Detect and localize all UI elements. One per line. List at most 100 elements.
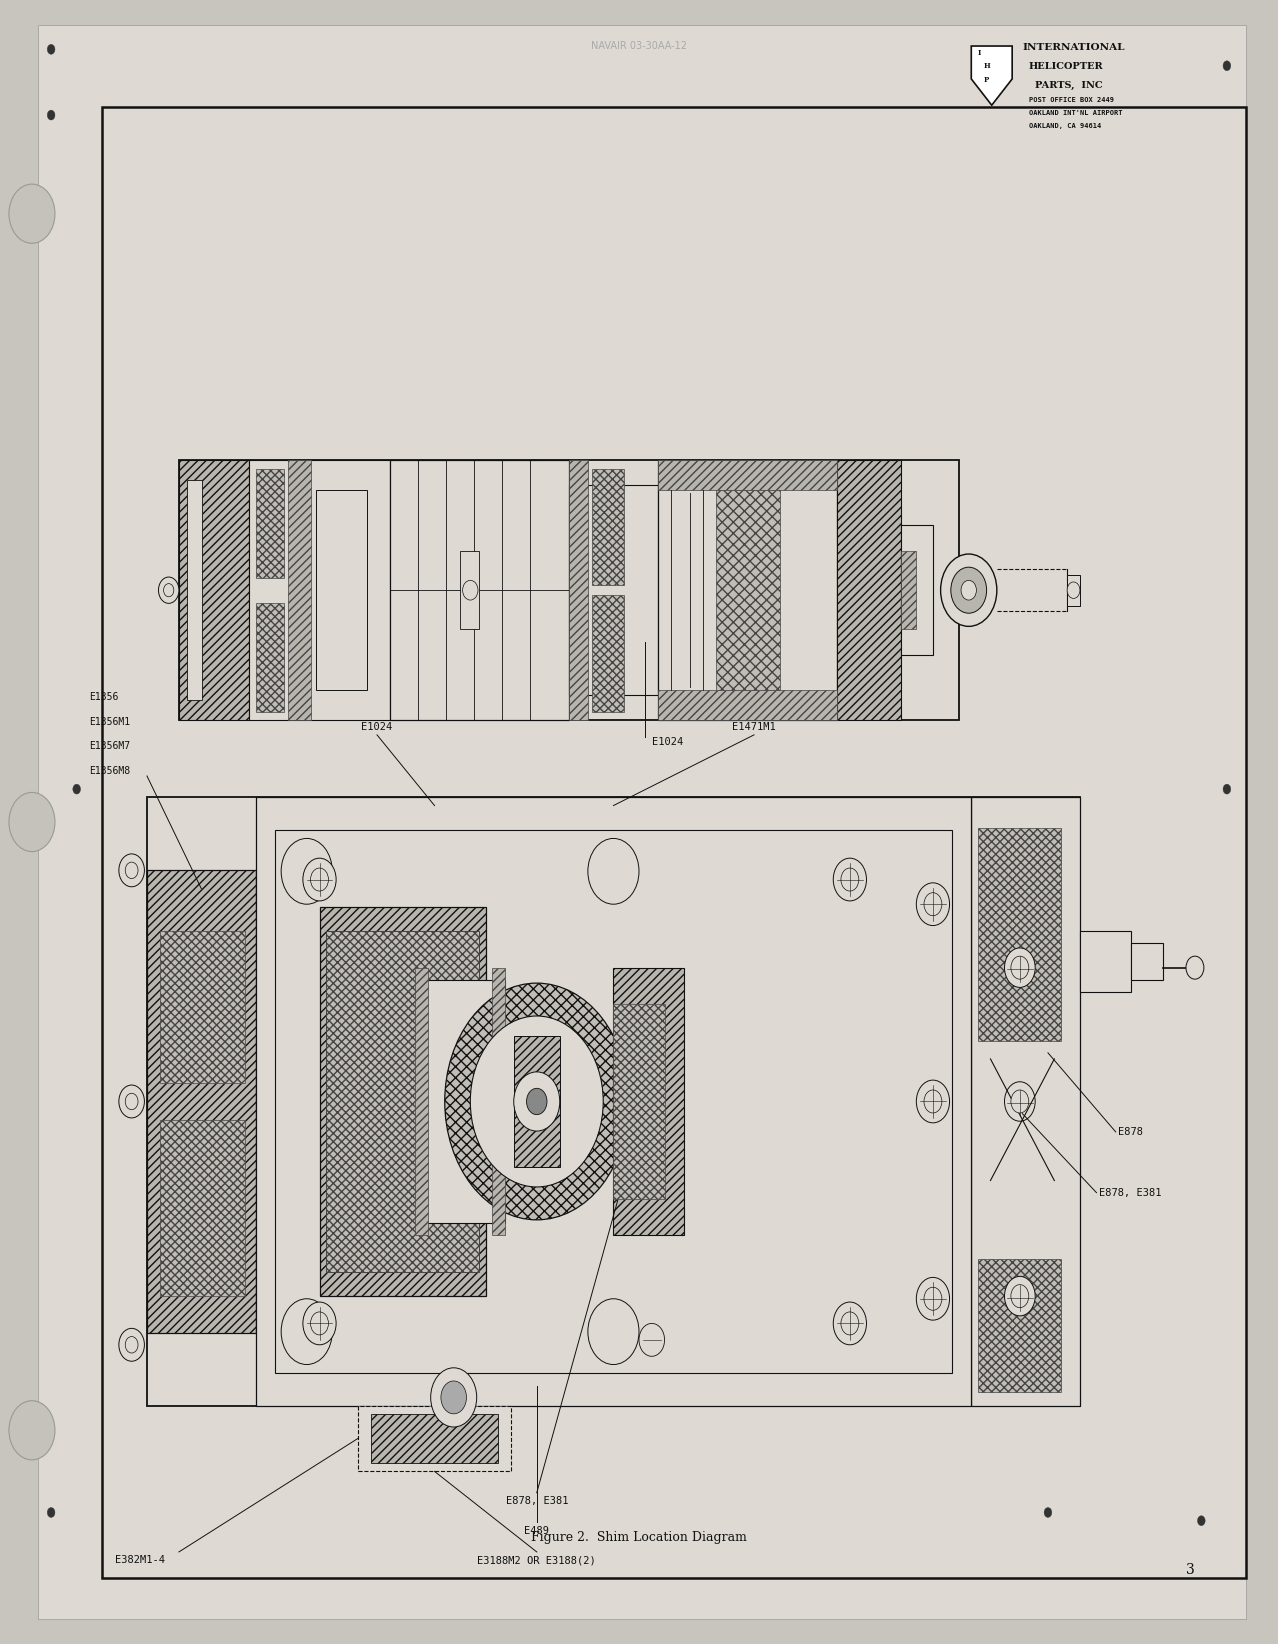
Bar bbox=[256, 469, 284, 577]
Bar bbox=[569, 460, 588, 720]
Circle shape bbox=[527, 1088, 547, 1115]
Bar bbox=[422, 980, 505, 1223]
Bar bbox=[658, 460, 837, 720]
Bar bbox=[371, 1414, 498, 1463]
Bar bbox=[658, 690, 837, 720]
Bar bbox=[358, 1406, 511, 1471]
Circle shape bbox=[311, 868, 328, 891]
Bar bbox=[102, 107, 1246, 1578]
Bar bbox=[978, 1259, 1061, 1392]
Bar bbox=[415, 968, 428, 1235]
Circle shape bbox=[961, 580, 976, 600]
Text: E1471M1: E1471M1 bbox=[732, 722, 776, 732]
Bar bbox=[320, 907, 486, 1295]
Circle shape bbox=[47, 1508, 55, 1517]
Circle shape bbox=[588, 1299, 639, 1365]
Circle shape bbox=[916, 883, 950, 926]
Text: OAKLAND INT'NL AIRPORT: OAKLAND INT'NL AIRPORT bbox=[1029, 110, 1122, 117]
Circle shape bbox=[916, 1080, 950, 1123]
Text: P: P bbox=[984, 76, 989, 84]
Circle shape bbox=[463, 580, 478, 600]
Circle shape bbox=[588, 838, 639, 904]
Circle shape bbox=[924, 893, 942, 916]
Circle shape bbox=[1186, 957, 1204, 980]
Circle shape bbox=[73, 784, 81, 794]
Circle shape bbox=[951, 567, 987, 613]
Text: E878, E381: E878, E381 bbox=[1099, 1187, 1162, 1198]
Circle shape bbox=[1223, 61, 1231, 71]
Text: E1356M1: E1356M1 bbox=[89, 717, 130, 727]
Circle shape bbox=[125, 861, 138, 878]
Circle shape bbox=[1011, 957, 1029, 980]
Circle shape bbox=[281, 1299, 332, 1365]
Bar bbox=[460, 551, 479, 630]
Circle shape bbox=[281, 838, 332, 904]
Bar bbox=[901, 551, 916, 630]
Text: E1024: E1024 bbox=[652, 737, 682, 746]
Circle shape bbox=[9, 1401, 55, 1460]
Circle shape bbox=[833, 858, 866, 901]
Bar bbox=[256, 603, 284, 712]
Circle shape bbox=[1223, 784, 1231, 794]
Text: E1024: E1024 bbox=[362, 722, 392, 732]
Bar bbox=[514, 1036, 560, 1167]
Circle shape bbox=[158, 577, 179, 603]
Circle shape bbox=[47, 110, 55, 120]
Circle shape bbox=[164, 584, 174, 597]
Polygon shape bbox=[971, 46, 1012, 105]
Bar bbox=[179, 460, 249, 720]
Circle shape bbox=[125, 1093, 138, 1110]
Circle shape bbox=[1067, 582, 1080, 598]
Circle shape bbox=[431, 1368, 477, 1427]
Circle shape bbox=[841, 1312, 859, 1335]
Bar bbox=[147, 870, 256, 1333]
Text: E878, E381: E878, E381 bbox=[506, 1496, 567, 1506]
Text: E489: E489 bbox=[524, 1526, 550, 1535]
Text: H: H bbox=[984, 62, 990, 71]
Circle shape bbox=[1005, 949, 1035, 988]
Text: PARTS,  INC: PARTS, INC bbox=[1035, 81, 1103, 89]
Circle shape bbox=[47, 44, 55, 54]
Circle shape bbox=[119, 1085, 144, 1118]
Bar bbox=[179, 460, 958, 720]
Circle shape bbox=[924, 1287, 942, 1310]
Text: OAKLAND, CA 94614: OAKLAND, CA 94614 bbox=[1029, 123, 1102, 130]
Bar bbox=[592, 595, 624, 712]
Circle shape bbox=[470, 1016, 603, 1187]
Circle shape bbox=[1044, 1508, 1052, 1517]
Circle shape bbox=[125, 1337, 138, 1353]
Circle shape bbox=[311, 1312, 328, 1335]
Circle shape bbox=[1005, 1276, 1035, 1315]
Circle shape bbox=[924, 1090, 942, 1113]
Circle shape bbox=[441, 1381, 466, 1414]
Circle shape bbox=[514, 1072, 560, 1131]
Bar bbox=[288, 460, 311, 720]
Bar bbox=[658, 460, 837, 490]
Text: E1356: E1356 bbox=[89, 692, 119, 702]
Bar bbox=[492, 968, 505, 1235]
Bar bbox=[978, 829, 1061, 1041]
Text: NAVAIR 03-30AA-12: NAVAIR 03-30AA-12 bbox=[590, 41, 688, 51]
Bar bbox=[1067, 575, 1080, 605]
Bar bbox=[613, 1004, 665, 1198]
Circle shape bbox=[833, 1302, 866, 1345]
Bar bbox=[1080, 931, 1131, 991]
Bar bbox=[275, 830, 952, 1373]
Text: E1356M8: E1356M8 bbox=[89, 766, 130, 776]
Bar bbox=[256, 797, 971, 1406]
Text: I: I bbox=[978, 49, 982, 58]
Text: E382M1-4: E382M1-4 bbox=[115, 1555, 165, 1565]
Text: E3188M2 OR E3188(2): E3188M2 OR E3188(2) bbox=[478, 1555, 596, 1565]
Bar bbox=[716, 490, 780, 690]
Text: INTERNATIONAL: INTERNATIONAL bbox=[1022, 43, 1125, 51]
Circle shape bbox=[9, 184, 55, 243]
Text: E878: E878 bbox=[1118, 1126, 1144, 1138]
Circle shape bbox=[1005, 1082, 1035, 1121]
Text: POST OFFICE BOX 2449: POST OFFICE BOX 2449 bbox=[1029, 97, 1114, 104]
Circle shape bbox=[445, 983, 629, 1220]
Bar bbox=[613, 968, 684, 1235]
Circle shape bbox=[303, 858, 336, 901]
Bar bbox=[160, 931, 245, 1083]
Bar bbox=[187, 480, 202, 700]
Circle shape bbox=[841, 868, 859, 891]
